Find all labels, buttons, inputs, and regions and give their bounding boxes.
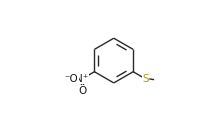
Text: N⁺: N⁺	[75, 74, 89, 84]
Text: S: S	[142, 74, 149, 84]
Text: O: O	[78, 86, 86, 96]
Text: ⁻O: ⁻O	[65, 74, 78, 84]
